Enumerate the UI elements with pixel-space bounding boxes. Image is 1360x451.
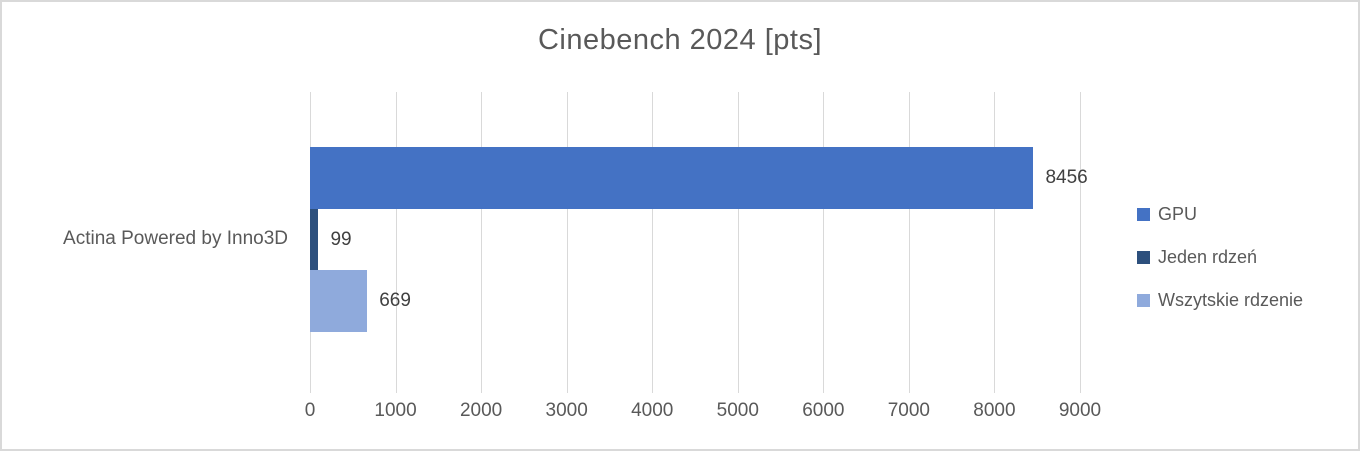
legend-swatch-icon (1137, 207, 1150, 221)
gridline (823, 92, 825, 389)
x-axis-tick (652, 389, 654, 393)
x-axis-tick (737, 389, 739, 393)
x-tick-label: 6000 (802, 400, 845, 421)
gridline (566, 92, 568, 389)
bar-jeden-rdzeń (310, 208, 319, 271)
x-axis-tick (1080, 389, 1081, 393)
bar-wszytskie-rdzenie (310, 270, 368, 333)
chart-title: Cinebench 2024 [pts] (537, 24, 823, 56)
x-axis-tick (310, 389, 311, 393)
x-axis-tick (566, 389, 568, 393)
gridline (994, 92, 996, 389)
x-tick-label: 9000 (1058, 400, 1102, 421)
gridline (481, 92, 483, 389)
legend-item: GPU (1137, 201, 1303, 227)
gridline (395, 92, 397, 389)
legend: GPU Jeden rdzeń Wszytskie rdzenie (1137, 201, 1303, 330)
gridline (1080, 92, 1081, 389)
x-axis-tick (481, 389, 483, 393)
legend-swatch-icon (1137, 250, 1150, 264)
legend-label: Wszytskie rdzenie (1158, 289, 1304, 310)
x-axis: 0 1000 2000 3000 4000 5000 6000 7000 8000 9000 (305, 400, 1101, 430)
category-label: Actina Powered by Inno3D (63, 228, 288, 249)
gridline (737, 92, 739, 389)
x-tick-label: 1000 (374, 400, 417, 421)
x-tick-label: 7000 (887, 400, 931, 421)
x-tick-label: 4000 (631, 400, 674, 421)
gridline (652, 92, 654, 389)
legend-item: Wszytskie rdzenie (1137, 287, 1303, 313)
bar-gpu (310, 147, 1034, 209)
x-tick-label: 3000 (545, 400, 588, 421)
x-tick-label: 8000 (973, 400, 1016, 421)
legend-label: Jeden rdzeń (1158, 246, 1258, 267)
legend-item: Jeden rdzeń (1137, 244, 1303, 270)
x-axis-tick (823, 389, 825, 393)
x-tick-label: 5000 (716, 400, 759, 421)
plot-area: 8456 99 669 (310, 92, 1088, 393)
gridline (908, 92, 910, 389)
x-axis-tick (395, 389, 397, 393)
x-tick-label: 2000 (459, 400, 503, 421)
legend-label: GPU (1158, 203, 1198, 224)
legend-swatch-icon (1137, 293, 1150, 307)
x-tick-label: 0 (304, 400, 316, 421)
data-label: 669 (379, 290, 411, 312)
x-axis-tick (908, 389, 910, 393)
data-label: 8456 (1045, 166, 1088, 188)
data-label: 99 (330, 228, 352, 250)
x-axis-tick (994, 389, 996, 393)
